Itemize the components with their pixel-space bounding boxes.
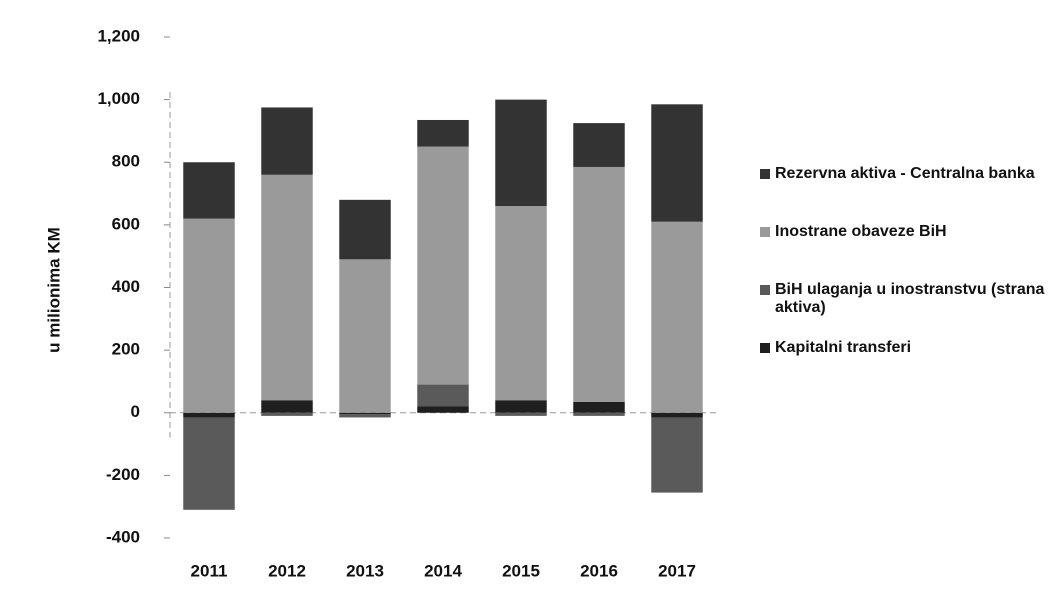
bar-segment — [339, 414, 391, 418]
bar-segment — [651, 417, 703, 493]
legend-swatch — [760, 227, 770, 237]
x-tick-label: 2011 — [191, 561, 228, 580]
legend-label: Inostrane obaveze BiH — [775, 223, 947, 240]
legend-label: BiH ulaganja u inostranstvu (strana akti… — [775, 281, 1045, 316]
bar-segment — [651, 412, 703, 418]
x-tick-label: 2016 — [580, 561, 618, 580]
bar-segment — [183, 412, 235, 418]
bar-segment — [417, 406, 469, 413]
bar-segment — [339, 412, 391, 415]
legend-item: Inostrane obaveze BiH — [760, 223, 1050, 281]
legend-item: BiH ulaganja u inostranstvu (strana akti… — [760, 281, 1050, 339]
y-tick-label: 400 — [112, 277, 140, 296]
bar-segment — [651, 104, 703, 222]
bar-segment — [573, 123, 625, 167]
y-tick-label: -200 — [106, 465, 140, 484]
legend-swatch — [760, 169, 770, 179]
bar-segment — [495, 99, 547, 207]
bar-segment — [573, 166, 625, 402]
bar-segment — [495, 400, 547, 413]
y-tick-label: 800 — [112, 152, 140, 171]
bar-segment — [495, 206, 547, 401]
legend-swatch — [760, 343, 770, 353]
bar-segment — [417, 384, 469, 407]
x-tick-label: 2012 — [268, 561, 306, 580]
y-axis-label: u milionima KM — [44, 227, 63, 353]
bar-segment — [495, 412, 547, 416]
bar-segment — [573, 412, 625, 416]
y-tick-label: -400 — [106, 527, 140, 546]
bar-segment — [651, 221, 703, 413]
bar-segment — [261, 400, 313, 413]
x-tick-label: 2013 — [346, 561, 384, 580]
bar-segment — [183, 162, 235, 219]
y-tick-label: 600 — [112, 214, 140, 233]
bar-segment — [573, 401, 625, 413]
legend-label: Rezervna aktiva - Centralna banka — [775, 165, 1035, 182]
bar-segment — [339, 259, 391, 413]
x-tick-label: 2014 — [424, 561, 462, 580]
bar-segment — [417, 119, 469, 147]
bar-segment — [261, 412, 313, 416]
x-tick-label: 2015 — [502, 561, 540, 580]
bar-segment — [183, 218, 235, 413]
bar-segment — [261, 174, 313, 401]
y-tick-label: 1,200 — [97, 26, 140, 45]
legend-swatch — [760, 285, 770, 295]
legend-label: Kapitalni transferi — [775, 339, 912, 356]
bar-segment — [417, 146, 469, 385]
bar-segment — [183, 417, 235, 510]
y-tick-label: 1,000 — [97, 89, 140, 108]
x-tick-label: 2017 — [658, 561, 696, 580]
bar-segment — [261, 107, 313, 175]
legend: Rezervna aktiva - Centralna banka Inostra… — [760, 165, 1050, 397]
legend-item: Kapitalni transferi — [760, 339, 1050, 397]
bar-segment — [339, 199, 391, 260]
y-tick-label: 200 — [112, 340, 140, 359]
legend-item: Rezervna aktiva - Centralna banka — [760, 165, 1050, 223]
y-tick-label: 0 — [131, 402, 140, 421]
